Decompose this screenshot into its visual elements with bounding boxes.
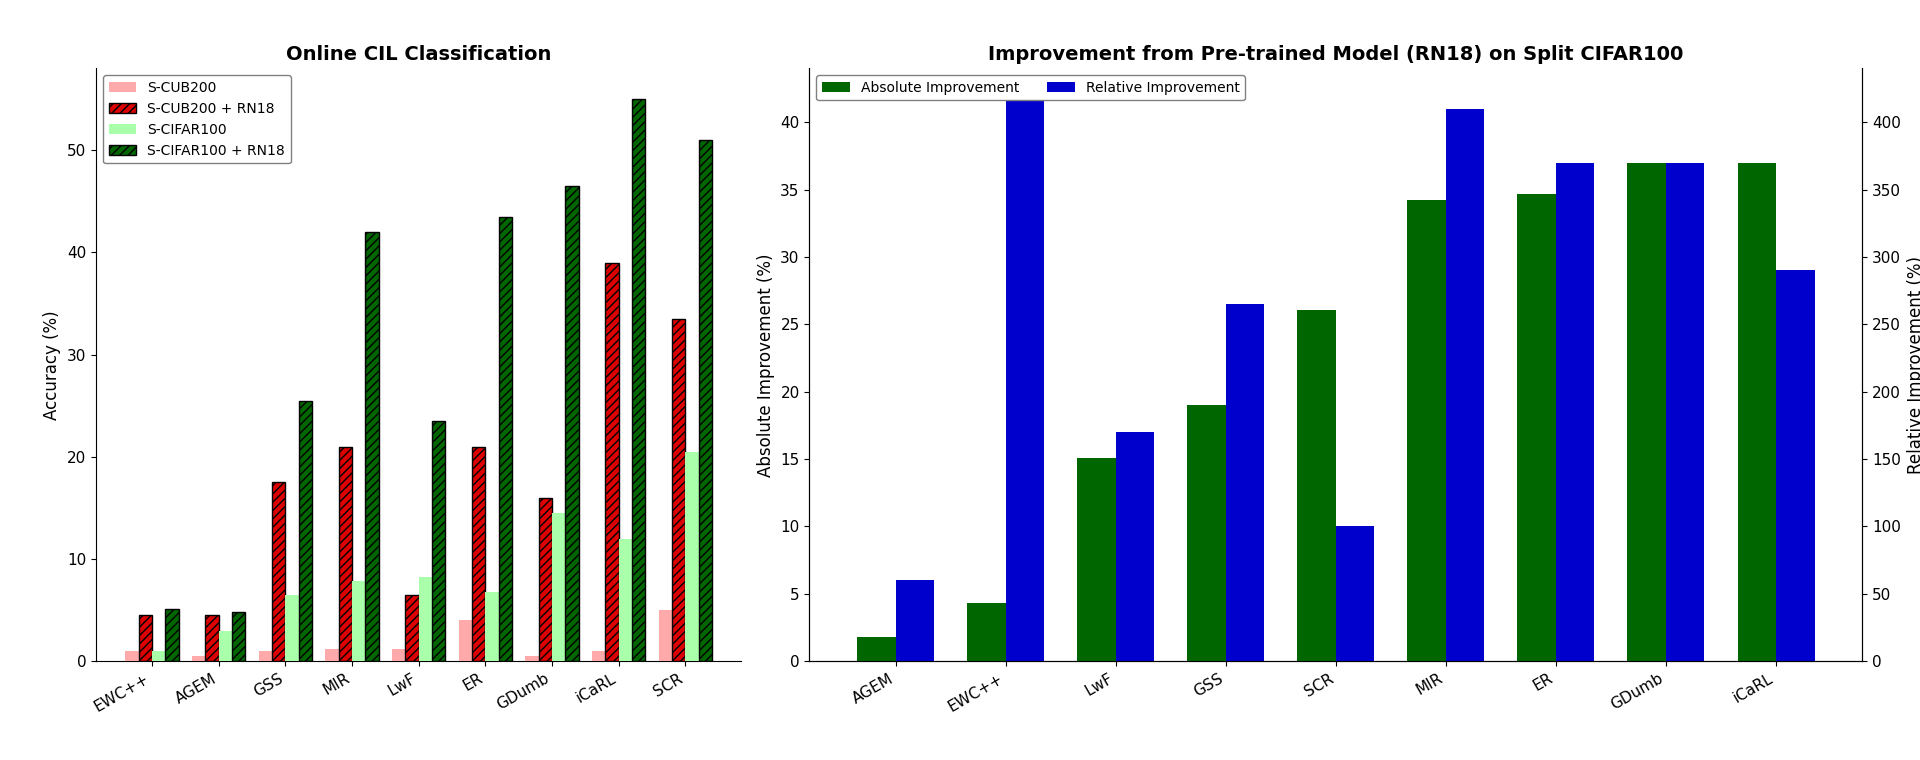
Legend: S-CUB200, S-CUB200 + RN18, S-CIFAR100, S-CIFAR100 + RN18: S-CUB200, S-CUB200 + RN18, S-CIFAR100, S…: [104, 75, 290, 163]
Bar: [540, 498, 553, 661]
Bar: [1187, 405, 1225, 661]
Bar: [392, 649, 405, 661]
Bar: [699, 140, 712, 661]
Bar: [553, 513, 564, 661]
Bar: [152, 651, 165, 661]
Bar: [672, 318, 685, 661]
Bar: [1077, 458, 1116, 661]
Bar: [1336, 527, 1375, 661]
Bar: [968, 603, 1006, 661]
Title: Online CIL Classification: Online CIL Classification: [286, 45, 551, 64]
Bar: [1006, 95, 1044, 661]
Bar: [324, 649, 338, 661]
Bar: [618, 539, 632, 661]
Bar: [338, 447, 351, 661]
Bar: [219, 631, 232, 661]
Bar: [591, 651, 605, 661]
Bar: [659, 610, 672, 661]
Bar: [486, 592, 499, 661]
Bar: [205, 615, 219, 661]
Bar: [1298, 309, 1336, 661]
Y-axis label: Absolute Improvement (%): Absolute Improvement (%): [756, 253, 774, 477]
Bar: [526, 656, 540, 661]
Bar: [632, 99, 645, 661]
Bar: [564, 186, 578, 661]
Bar: [1446, 109, 1484, 661]
Bar: [232, 612, 246, 661]
Y-axis label: Accuracy (%): Accuracy (%): [44, 310, 61, 420]
Bar: [605, 263, 618, 661]
Bar: [192, 656, 205, 661]
Title: Improvement from Pre-trained Model (RN18) on Split CIFAR100: Improvement from Pre-trained Model (RN18…: [989, 45, 1684, 64]
Bar: [897, 581, 935, 661]
Bar: [273, 483, 286, 661]
Bar: [259, 651, 273, 661]
Bar: [1225, 304, 1265, 661]
Bar: [856, 637, 897, 661]
Bar: [138, 615, 152, 661]
Legend: Absolute Improvement, Relative Improvement: Absolute Improvement, Relative Improveme…: [816, 75, 1246, 100]
Bar: [365, 232, 378, 661]
Bar: [165, 609, 179, 661]
Bar: [1116, 432, 1154, 661]
Bar: [1738, 163, 1776, 661]
Bar: [405, 595, 419, 661]
Y-axis label: Relative Improvement (%): Relative Improvement (%): [1907, 256, 1920, 473]
Bar: [499, 217, 513, 661]
Bar: [419, 578, 432, 661]
Bar: [286, 595, 300, 661]
Bar: [459, 620, 472, 661]
Bar: [1776, 271, 1814, 661]
Bar: [125, 651, 138, 661]
Bar: [351, 581, 365, 661]
Bar: [300, 401, 313, 661]
Bar: [472, 447, 486, 661]
Bar: [1628, 163, 1667, 661]
Bar: [1555, 163, 1594, 661]
Bar: [432, 421, 445, 661]
Bar: [685, 451, 699, 661]
Bar: [1667, 163, 1705, 661]
Bar: [1517, 194, 1555, 661]
Bar: [1407, 201, 1446, 661]
